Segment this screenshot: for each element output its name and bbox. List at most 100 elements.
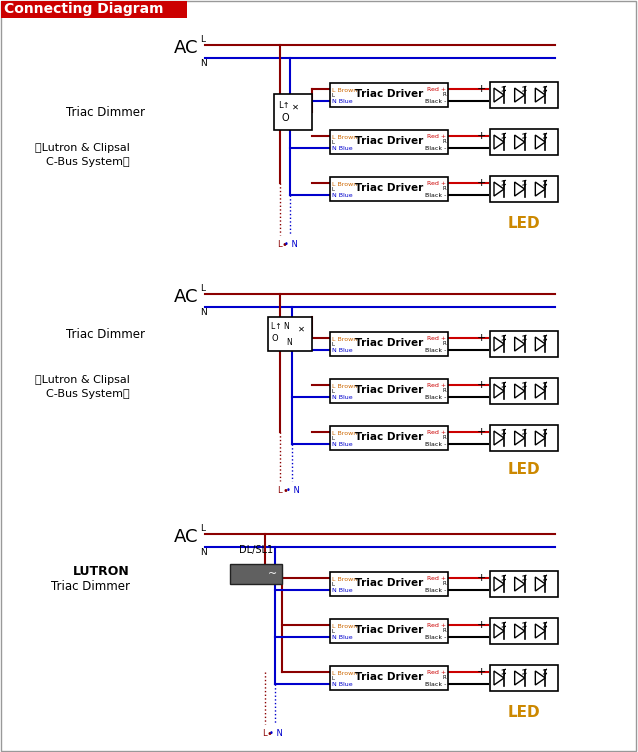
- Polygon shape: [515, 88, 524, 102]
- Text: •: •: [282, 486, 288, 496]
- Text: N Blue: N Blue: [332, 395, 353, 399]
- Text: L: L: [332, 341, 335, 347]
- Text: L: L: [200, 284, 205, 293]
- Polygon shape: [535, 577, 545, 591]
- Bar: [490, 129, 558, 155]
- Bar: [330, 177, 448, 201]
- Polygon shape: [535, 182, 545, 196]
- Text: Triac Driver: Triac Driver: [355, 578, 423, 588]
- Text: +: +: [477, 131, 486, 141]
- Text: +: +: [477, 380, 486, 390]
- Text: R: R: [442, 675, 446, 680]
- Text: N Blue: N Blue: [332, 587, 353, 593]
- Text: Red +: Red +: [427, 134, 446, 138]
- Text: Triac Dimmer: Triac Dimmer: [51, 580, 130, 593]
- Text: +: +: [477, 84, 486, 94]
- Text: （Lutron & Clipsal
C-Bus System）: （Lutron & Clipsal C-Bus System）: [35, 143, 130, 167]
- Text: L Brown: L Brown: [332, 181, 357, 186]
- Text: AC: AC: [174, 288, 198, 306]
- Polygon shape: [515, 431, 524, 445]
- Text: Triac Dimmer: Triac Dimmer: [66, 105, 145, 119]
- Text: L↑: L↑: [278, 101, 290, 110]
- Text: Connecting Diagram: Connecting Diagram: [4, 2, 163, 16]
- Text: LED: LED: [508, 462, 540, 477]
- Polygon shape: [535, 431, 545, 445]
- Bar: [1, 1, 187, 18]
- Text: DL/SL1: DL/SL1: [239, 545, 273, 555]
- Bar: [490, 378, 558, 404]
- Text: +: +: [477, 573, 486, 583]
- Text: L: L: [277, 240, 281, 249]
- Text: R: R: [442, 138, 446, 144]
- Text: +: +: [477, 333, 486, 343]
- Text: Red +: Red +: [427, 383, 446, 387]
- Text: L: L: [332, 140, 335, 144]
- Polygon shape: [494, 671, 504, 685]
- Text: R: R: [442, 341, 446, 345]
- Polygon shape: [494, 384, 504, 398]
- Text: Black -: Black -: [425, 441, 446, 447]
- Text: N Blue: N Blue: [332, 681, 353, 687]
- Bar: [490, 618, 558, 644]
- Text: −: −: [475, 584, 486, 596]
- Text: −: −: [475, 344, 486, 356]
- Polygon shape: [515, 135, 524, 149]
- Polygon shape: [515, 182, 524, 196]
- Text: Black -: Black -: [425, 99, 446, 104]
- Bar: [330, 666, 448, 690]
- Bar: [490, 82, 558, 108]
- Text: −: −: [475, 630, 486, 644]
- Bar: [330, 83, 448, 107]
- Text: • N: • N: [286, 486, 300, 495]
- Text: L: L: [332, 581, 335, 587]
- Text: L: L: [332, 186, 335, 192]
- Bar: [230, 564, 282, 584]
- Text: −: −: [475, 390, 486, 404]
- Text: ✕: ✕: [292, 102, 299, 111]
- Text: •: •: [281, 240, 287, 250]
- Text: L↑ N: L↑ N: [271, 322, 290, 331]
- Bar: [490, 425, 558, 451]
- Text: R: R: [442, 627, 446, 632]
- Text: Triac Dimmer: Triac Dimmer: [66, 328, 145, 341]
- Text: O: O: [282, 113, 290, 123]
- Text: L: L: [200, 35, 205, 44]
- Text: AC: AC: [174, 528, 198, 546]
- Text: Black -: Black -: [425, 146, 446, 150]
- Text: LED: LED: [508, 705, 540, 720]
- Polygon shape: [494, 88, 504, 102]
- Text: N Blue: N Blue: [332, 146, 353, 150]
- Text: Black -: Black -: [425, 635, 446, 639]
- Text: L: L: [332, 389, 335, 393]
- Polygon shape: [494, 135, 504, 149]
- Text: −: −: [475, 141, 486, 155]
- Bar: [490, 176, 558, 202]
- Text: R: R: [442, 435, 446, 439]
- Bar: [330, 379, 448, 403]
- Text: Black -: Black -: [425, 193, 446, 198]
- Text: −: −: [475, 678, 486, 690]
- Text: ~: ~: [268, 569, 277, 579]
- Text: L Brown: L Brown: [332, 384, 357, 389]
- Polygon shape: [515, 337, 524, 351]
- Text: LED: LED: [508, 216, 540, 231]
- Text: R: R: [442, 186, 446, 190]
- Text: Triac Driver: Triac Driver: [355, 625, 423, 635]
- Text: N Blue: N Blue: [332, 441, 353, 447]
- Text: Triac Driver: Triac Driver: [355, 385, 423, 395]
- Polygon shape: [494, 337, 504, 351]
- Polygon shape: [494, 624, 504, 638]
- Polygon shape: [515, 671, 524, 685]
- Text: L: L: [332, 675, 335, 681]
- Text: N: N: [200, 308, 207, 317]
- Polygon shape: [515, 577, 524, 591]
- Text: Red +: Red +: [427, 335, 446, 341]
- Text: L Brown: L Brown: [332, 671, 357, 675]
- Text: LUTRON: LUTRON: [73, 565, 130, 578]
- Text: R: R: [442, 387, 446, 393]
- Text: Black -: Black -: [425, 587, 446, 593]
- Text: AC: AC: [174, 39, 198, 57]
- Bar: [268, 317, 312, 351]
- Text: +: +: [477, 427, 486, 437]
- Text: O: O: [271, 334, 278, 343]
